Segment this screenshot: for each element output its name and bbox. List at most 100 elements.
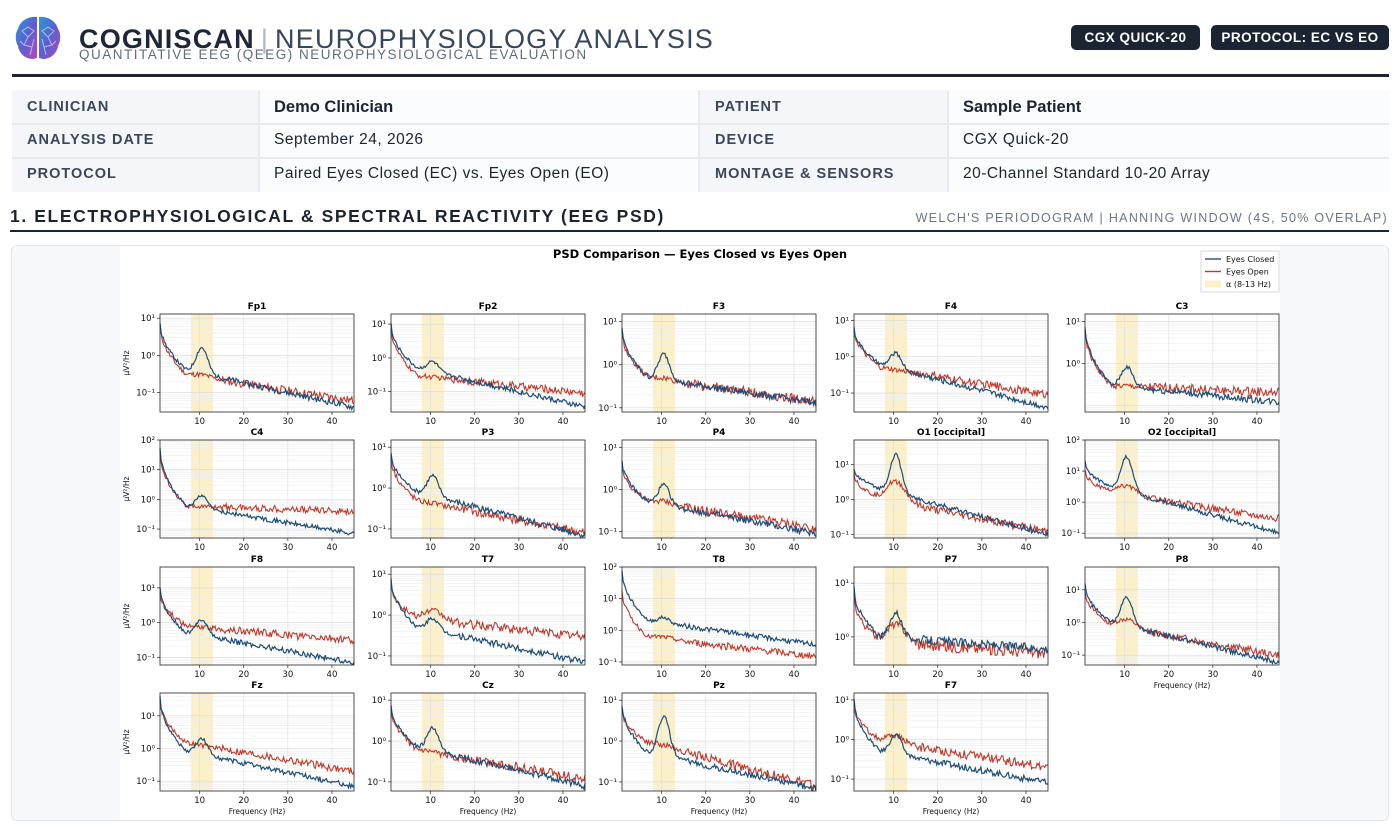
x-tick-label: 30 xyxy=(976,670,987,680)
x-tick-label: 40 xyxy=(789,670,800,680)
patient-label: PATIENT xyxy=(715,99,782,115)
legend-label-0: Eyes Closed xyxy=(1226,255,1274,264)
x-tick-label: 10 xyxy=(656,417,667,427)
plot-frame xyxy=(853,439,1049,539)
panel-title: P4 xyxy=(713,428,726,438)
plot-frame xyxy=(159,313,355,413)
y-tick-label: 10⁻¹ xyxy=(367,652,386,662)
eyes-closed-line xyxy=(1084,327,1280,406)
plot-area xyxy=(622,567,816,665)
x-tick-label: 30 xyxy=(976,417,987,427)
eyes-open-line xyxy=(159,592,355,645)
plot-frame xyxy=(159,692,355,792)
alpha-band xyxy=(1115,314,1138,412)
x-tick-label: 40 xyxy=(327,796,338,806)
eyes-closed-line xyxy=(390,578,586,665)
x-tick-label: 40 xyxy=(327,670,338,680)
y-tick-label: 10⁰ xyxy=(1066,498,1081,508)
plot-area xyxy=(1085,567,1279,665)
psd-figure: PSD Comparison — Eyes Closed vs Eyes Ope… xyxy=(120,246,1280,820)
eyes-closed-line xyxy=(159,447,355,536)
clinician-value: Demo Clinician xyxy=(274,98,394,116)
plot-area xyxy=(1085,314,1279,412)
y-tick-label: 10⁻¹ xyxy=(136,653,155,663)
y-tick-label: 10¹ xyxy=(141,466,155,476)
psd-panel-f7: F7 10¹ 10⁰ 10⁻¹ 10 20 30 40 Frequency (Hz) xyxy=(830,681,1049,816)
x-tick-label: 40 xyxy=(789,417,800,427)
x-tick-label: 30 xyxy=(1207,543,1218,553)
eyes-open-line xyxy=(1084,469,1280,523)
y-tick-label: 10¹ xyxy=(835,579,849,589)
alpha-band xyxy=(884,314,907,412)
patient-value: Sample Patient xyxy=(963,98,1082,116)
psd-panel-pz: Pz 10¹ 10⁰ 10⁻¹ 10 20 30 40 Frequency (Hz) xyxy=(598,681,817,816)
x-tick-label: 10 xyxy=(888,543,899,553)
x-tick-label: 30 xyxy=(513,417,524,427)
x-tick-label: 20 xyxy=(932,417,943,427)
psd-panel-f4: F4 10¹ 10⁰ 10⁻¹ 10 20 30 40 xyxy=(830,302,1049,427)
protocol-value: Paired Eyes Closed (EC) vs. Eyes Open (E… xyxy=(274,165,610,182)
x-tick-label: 40 xyxy=(789,796,800,806)
alpha-band xyxy=(652,693,675,791)
x-tick-label: 10 xyxy=(656,796,667,806)
plot-frame xyxy=(390,313,586,413)
x-tick-label: 20 xyxy=(700,796,711,806)
panel-title: F3 xyxy=(713,302,725,312)
analysis-date-value: September 24, 2026 xyxy=(274,131,424,148)
psd-panel-p8: P8 10¹ 10⁰ 10⁻¹ 10 20 30 40 Frequency (Hz) xyxy=(1061,555,1280,690)
eyes-open-line xyxy=(390,581,586,641)
alpha-band xyxy=(652,314,675,412)
device-value: CGX Quick-20 xyxy=(963,131,1069,148)
y-tick-label: 10⁰ xyxy=(603,485,618,495)
eyes-closed-line xyxy=(390,453,586,539)
x-tick-label: 10 xyxy=(1119,417,1130,427)
section-title: 1. ELECTROPHYSIOLOGICAL & SPECTRAL REACT… xyxy=(10,206,665,226)
panel-title: Cz xyxy=(482,681,494,691)
psd-panel-t7: T7 10¹ 10⁰ 10⁻¹ 10 20 30 40 xyxy=(367,555,586,680)
psd-panel-p4: P4 10¹ 10⁰ 10⁻¹ 10 20 30 40 xyxy=(598,428,817,553)
alpha-band xyxy=(190,440,213,538)
y-tick-label: 10⁻¹ xyxy=(598,658,617,668)
x-tick-label: 20 xyxy=(238,543,249,553)
psd-panel-fp1: Fp1 10¹ 10⁰ 10⁻¹ 10 20 30 40 µV²/Hz xyxy=(122,302,355,427)
plot-area xyxy=(391,693,585,791)
report-subtitle: NEUROPHYSIOLOGY ANALYSIS xyxy=(275,24,714,54)
x-tick-label: 40 xyxy=(558,670,569,680)
x-tick-label: 30 xyxy=(976,543,987,553)
plot-frame xyxy=(1084,439,1280,539)
x-tick-label: 20 xyxy=(238,796,249,806)
legend-label-2: α (8-13 Hz) xyxy=(1226,280,1271,289)
analysis-date-label: ANALYSIS DATE xyxy=(27,132,155,148)
panel-title: C3 xyxy=(1176,302,1189,312)
x-tick-label: 30 xyxy=(282,417,293,427)
x-tick-label: 40 xyxy=(1252,670,1263,680)
x-tick-label: 20 xyxy=(1163,417,1174,427)
plot-area xyxy=(854,693,1048,791)
x-tick-label: 40 xyxy=(789,543,800,553)
y-tick-label: 10⁰ xyxy=(603,361,618,371)
eyes-closed-line xyxy=(621,460,817,538)
eyes-closed-line xyxy=(621,570,817,648)
eyes-closed-line xyxy=(390,323,586,410)
y-tick-label: 10⁰ xyxy=(372,737,387,747)
x-tick-label: 10 xyxy=(888,417,899,427)
x-axis-label: Frequency (Hz) xyxy=(460,807,517,816)
eyes-closed-line xyxy=(1084,454,1280,535)
psd-panel-c3: C3 10¹ 10⁰ 10 20 30 40 xyxy=(1066,302,1280,427)
x-tick-label: 20 xyxy=(1163,543,1174,553)
y-axis-label: µV²/Hz xyxy=(122,350,131,375)
x-tick-label: 20 xyxy=(700,543,711,553)
x-axis-label: Frequency (Hz) xyxy=(229,807,286,816)
y-tick-label: 10¹ xyxy=(141,712,155,722)
panel-title: Fz xyxy=(251,681,262,691)
x-tick-label: 30 xyxy=(744,417,755,427)
y-tick-label: 10⁰ xyxy=(835,633,850,643)
plot-area xyxy=(160,440,354,538)
y-tick-label: 10¹ xyxy=(1066,467,1080,477)
panel-title: P8 xyxy=(1176,555,1189,565)
y-tick-label: 10¹ xyxy=(603,595,617,605)
header-divider xyxy=(12,74,1389,77)
eyes-closed-line xyxy=(621,706,817,792)
psd-panel-cz: Cz 10¹ 10⁰ 10⁻¹ 10 20 30 40 Frequency (Hz) xyxy=(367,681,586,816)
psd-panel-fp2: Fp2 10¹ 10⁰ 10⁻¹ 10 20 30 40 xyxy=(367,302,586,427)
